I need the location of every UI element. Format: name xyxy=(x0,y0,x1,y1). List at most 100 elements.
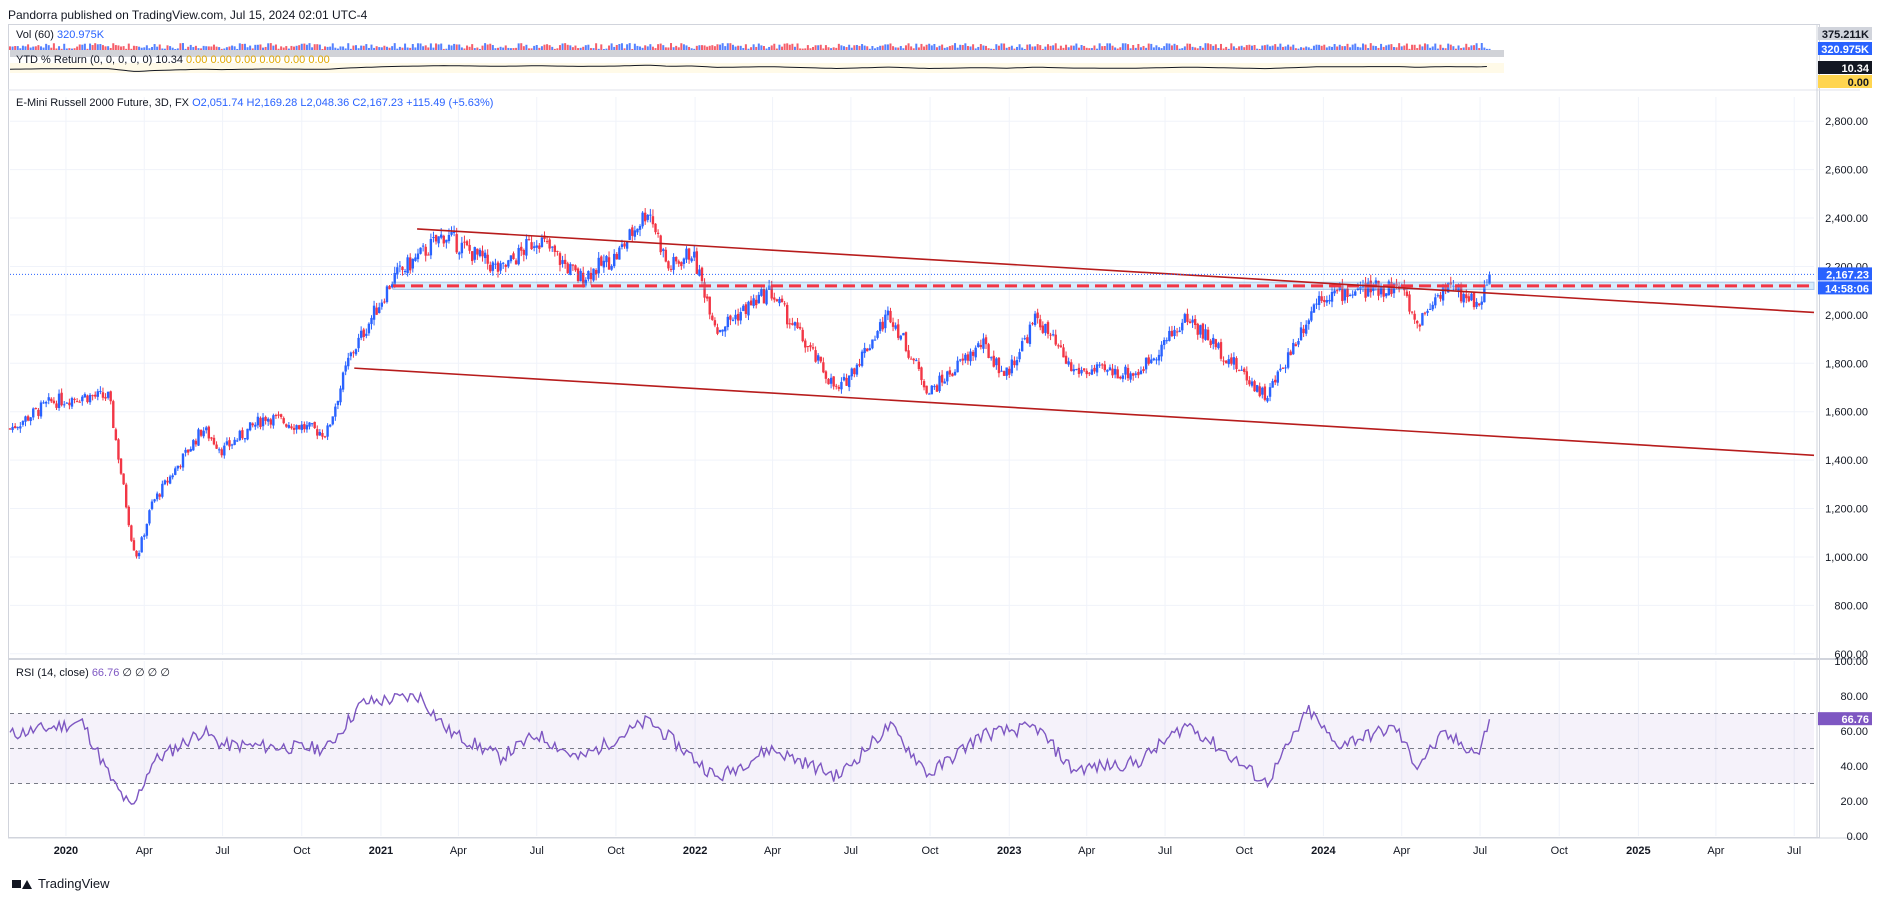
volume-bar xyxy=(107,46,110,50)
candle-body xyxy=(589,272,593,280)
volume-bar xyxy=(1460,48,1463,50)
candle-body xyxy=(1328,299,1331,302)
volume-bar xyxy=(1442,47,1445,50)
volume-bar xyxy=(1426,44,1429,50)
candle-body xyxy=(279,414,283,418)
candle-body xyxy=(181,453,185,468)
open-value: O2,051.74 xyxy=(192,97,244,109)
volume-bar xyxy=(972,44,975,50)
volume-bar xyxy=(1367,48,1370,50)
volume-bar xyxy=(876,47,879,50)
volume-bar xyxy=(788,44,791,50)
volume-bar xyxy=(1080,44,1083,50)
candle-body xyxy=(770,285,773,299)
volume-bar xyxy=(1390,44,1393,50)
candle-body xyxy=(1139,370,1143,375)
volume-bar xyxy=(450,45,453,50)
rsi-legend[interactable]: RSI (14, close) 66.76 ∅ ∅ ∅ ∅ xyxy=(16,666,170,679)
main-legend[interactable]: E-Mini Russell 2000 Future, 3D, FX O2,05… xyxy=(16,97,493,109)
candle-body xyxy=(352,352,355,354)
volume-bar xyxy=(693,48,696,50)
volume-bar xyxy=(595,43,598,50)
volume-bar xyxy=(791,43,794,50)
volume-bar xyxy=(546,44,549,50)
volume-bar xyxy=(845,47,848,50)
volume-bar xyxy=(1382,46,1385,50)
candle-body xyxy=(1095,364,1099,373)
candle-body xyxy=(421,245,425,247)
candle-body xyxy=(176,465,180,469)
volume-bar xyxy=(904,45,907,50)
volume-bar xyxy=(1341,46,1344,50)
candle-body xyxy=(734,314,737,320)
volume-bar xyxy=(1225,46,1228,50)
candle-body xyxy=(845,377,848,386)
volume-bar xyxy=(848,44,851,50)
candle-body xyxy=(532,246,536,248)
candle-body xyxy=(357,337,360,349)
volume-bar xyxy=(1039,45,1042,50)
volume-bar xyxy=(409,47,412,50)
candle-body xyxy=(1335,290,1339,292)
candle-body xyxy=(248,422,252,431)
volume-bar xyxy=(223,48,226,50)
volume-bar xyxy=(775,48,778,50)
candle-body xyxy=(1018,352,1021,360)
volume-bar xyxy=(1269,46,1272,50)
candle-body xyxy=(705,296,709,299)
volume-bar xyxy=(334,47,337,50)
volume-bar xyxy=(1416,48,1419,50)
volume-bar xyxy=(274,44,277,50)
candle-body xyxy=(755,299,758,306)
candle-body xyxy=(1385,293,1388,297)
volume-bar xyxy=(455,44,458,50)
close-value: C2,167.23 xyxy=(352,97,404,109)
volume-bar xyxy=(280,46,283,50)
candle-body xyxy=(1031,323,1034,325)
volume-bar xyxy=(60,48,63,50)
candle-body xyxy=(403,271,407,273)
volume-bar xyxy=(639,46,642,50)
candle-body xyxy=(760,289,763,296)
ytd-legend[interactable]: YTD % Return (0, 0, 0, 0, 0) 10.34 0.00 … xyxy=(16,54,330,66)
volume-bar xyxy=(974,48,977,50)
volume-bar xyxy=(378,47,381,50)
volume-bar xyxy=(1072,45,1075,50)
candle-body xyxy=(641,212,644,227)
volume-bar xyxy=(1292,44,1295,50)
candle-body xyxy=(1129,373,1132,380)
candle-body xyxy=(1075,369,1078,371)
volume-bar xyxy=(156,46,159,50)
candle-body xyxy=(1315,303,1318,305)
candle-body xyxy=(969,351,972,362)
volume-bar xyxy=(765,48,768,50)
tradingview-brand[interactable]: TradingView xyxy=(12,876,110,891)
candle-body xyxy=(1181,322,1184,331)
volume-bar xyxy=(331,43,334,50)
candle-body xyxy=(101,392,105,398)
candle-body xyxy=(739,311,742,321)
candle-body xyxy=(1343,289,1347,301)
volume-bar xyxy=(1036,44,1039,50)
candle-body xyxy=(1320,296,1323,301)
volume-bar xyxy=(894,47,897,50)
candle-body xyxy=(328,424,332,427)
volume-bar xyxy=(1204,43,1207,50)
candle-body xyxy=(473,247,476,260)
volume-bar xyxy=(81,44,84,50)
volume-bar xyxy=(1031,46,1034,50)
tradingview-logo-icon xyxy=(12,878,32,890)
candle-body xyxy=(153,499,156,502)
candle-body xyxy=(749,300,753,306)
volume-bar xyxy=(342,46,345,50)
countdown-badge-bg xyxy=(1818,281,1872,295)
volume-bar xyxy=(928,43,931,50)
volume-legend[interactable]: Vol (60) 320.975K xyxy=(16,29,104,41)
volume-bar xyxy=(1201,47,1204,50)
volume-bar xyxy=(716,44,719,50)
rsi-value-badge: 66.76 xyxy=(1841,714,1869,726)
candle-body xyxy=(928,393,931,395)
candle-body xyxy=(380,302,384,307)
candle-body xyxy=(1098,364,1101,366)
